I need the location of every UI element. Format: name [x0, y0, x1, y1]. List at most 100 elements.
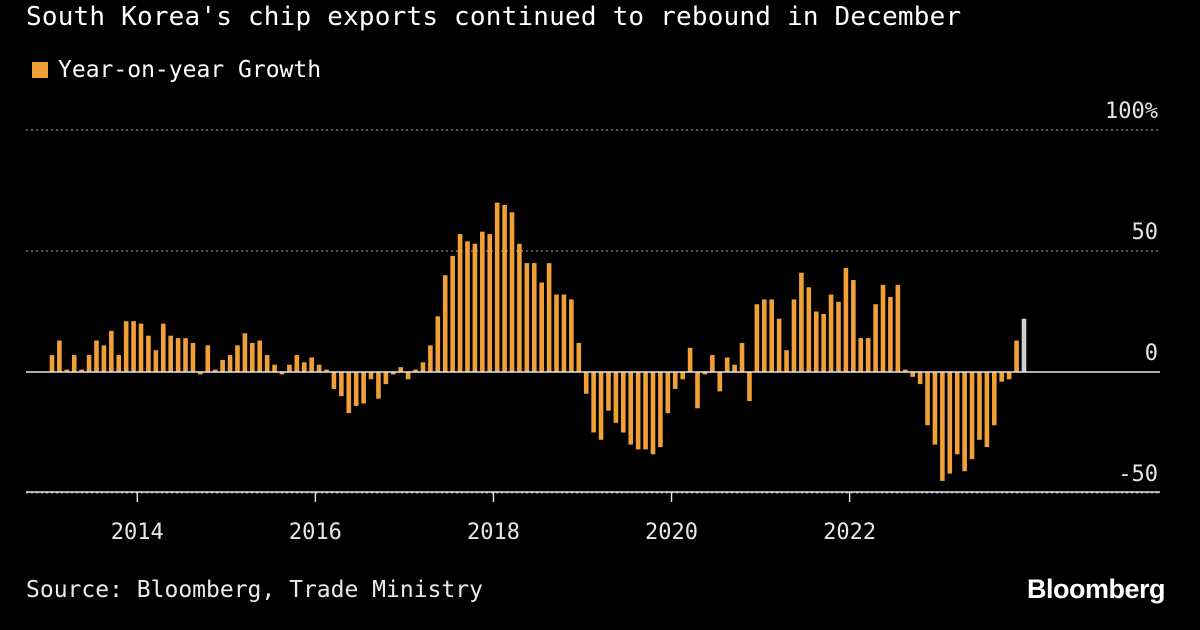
- bar: [665, 372, 671, 414]
- bar: [680, 372, 685, 380]
- y-tick-label: 0: [1145, 341, 1158, 366]
- bar: [168, 335, 173, 372]
- bar: [346, 372, 352, 414]
- bar: [353, 372, 359, 406]
- bar: [531, 263, 537, 372]
- bar: [361, 372, 366, 404]
- bar: [732, 364, 737, 372]
- bar: [398, 367, 404, 372]
- bar: [131, 321, 136, 372]
- bar: [49, 355, 55, 372]
- bar: [977, 372, 982, 440]
- bar: [843, 267, 849, 372]
- bar: [828, 294, 834, 372]
- bar: [212, 369, 218, 372]
- bar: [324, 369, 329, 372]
- bar: [450, 255, 455, 372]
- bar: [687, 347, 693, 372]
- bar: [865, 338, 871, 372]
- bar: [442, 275, 448, 372]
- bar: [79, 369, 84, 372]
- bar: [242, 333, 248, 372]
- bar: [539, 282, 544, 372]
- x-tick-label: 2022: [823, 520, 876, 545]
- bar: [368, 372, 374, 380]
- bar: [962, 372, 967, 472]
- bar: [339, 372, 344, 397]
- bar: [1006, 372, 1012, 380]
- bar: [613, 372, 619, 423]
- bar: [769, 299, 775, 372]
- bar: [561, 294, 567, 372]
- bar: [940, 372, 945, 481]
- bar: [71, 355, 77, 372]
- bar: [984, 372, 990, 448]
- bar: [576, 342, 582, 372]
- bar: [123, 321, 129, 372]
- x-tick-label: 2018: [467, 520, 520, 545]
- bar: [183, 338, 188, 372]
- bar: [606, 372, 611, 411]
- gridlines: [26, 129, 1160, 494]
- bar: [702, 372, 708, 375]
- bar: [717, 372, 723, 392]
- bar: [806, 287, 812, 372]
- bar: [390, 372, 396, 375]
- bar: [591, 372, 596, 433]
- bar: [635, 372, 641, 450]
- bar: [628, 372, 634, 445]
- tick-labels: 100% 50 0 -50 2014 2016 2018 2020 2022: [111, 99, 1158, 545]
- x-tick-label: 2020: [645, 520, 698, 545]
- bar: [420, 362, 426, 372]
- bar: [754, 304, 760, 372]
- bar: [64, 369, 70, 372]
- bar: [146, 335, 151, 372]
- legend: Year-on-year Growth: [32, 57, 321, 83]
- bar: [1014, 340, 1019, 372]
- bar: [428, 345, 433, 372]
- bar: [672, 372, 678, 389]
- bar: [153, 350, 159, 372]
- bars: [49, 202, 1027, 481]
- bar: [925, 372, 930, 426]
- bar: [57, 340, 62, 372]
- bar: [858, 338, 864, 372]
- legend-swatch: [32, 62, 48, 78]
- bar: [116, 355, 122, 372]
- bar-chart: 100% 50 0 -50 2014 2016 2018 2020 2022: [26, 99, 1160, 545]
- bar: [287, 364, 292, 372]
- bar: [583, 372, 589, 394]
- bar: [821, 313, 826, 372]
- bar: [160, 323, 166, 372]
- bar: [264, 355, 270, 372]
- bar: [383, 372, 389, 385]
- bar: [851, 280, 856, 372]
- bar: [747, 372, 752, 402]
- bar: [509, 212, 515, 372]
- bar: [969, 372, 975, 460]
- bar: [175, 338, 181, 372]
- bar: [109, 330, 114, 372]
- bar: [86, 355, 92, 372]
- bar: [650, 372, 656, 455]
- brand-logo: Bloomberg: [1026, 574, 1166, 604]
- bar: [457, 234, 463, 372]
- bar: [435, 316, 441, 372]
- bar: [502, 205, 507, 372]
- bar: [227, 355, 233, 372]
- bar: [992, 372, 997, 426]
- bar: [954, 372, 960, 455]
- bar: [880, 284, 886, 372]
- x-tick-label: 2014: [111, 520, 164, 545]
- bar: [294, 355, 300, 372]
- bar: [932, 372, 938, 445]
- source-note: Source: Bloomberg, Trade Ministry: [26, 577, 483, 603]
- bar: [739, 342, 745, 372]
- bar: [465, 241, 470, 372]
- bar: [799, 272, 804, 372]
- bar: [316, 364, 322, 372]
- bar: [301, 362, 307, 372]
- bar: [569, 299, 574, 372]
- bar: [710, 355, 715, 372]
- bar: [724, 357, 730, 372]
